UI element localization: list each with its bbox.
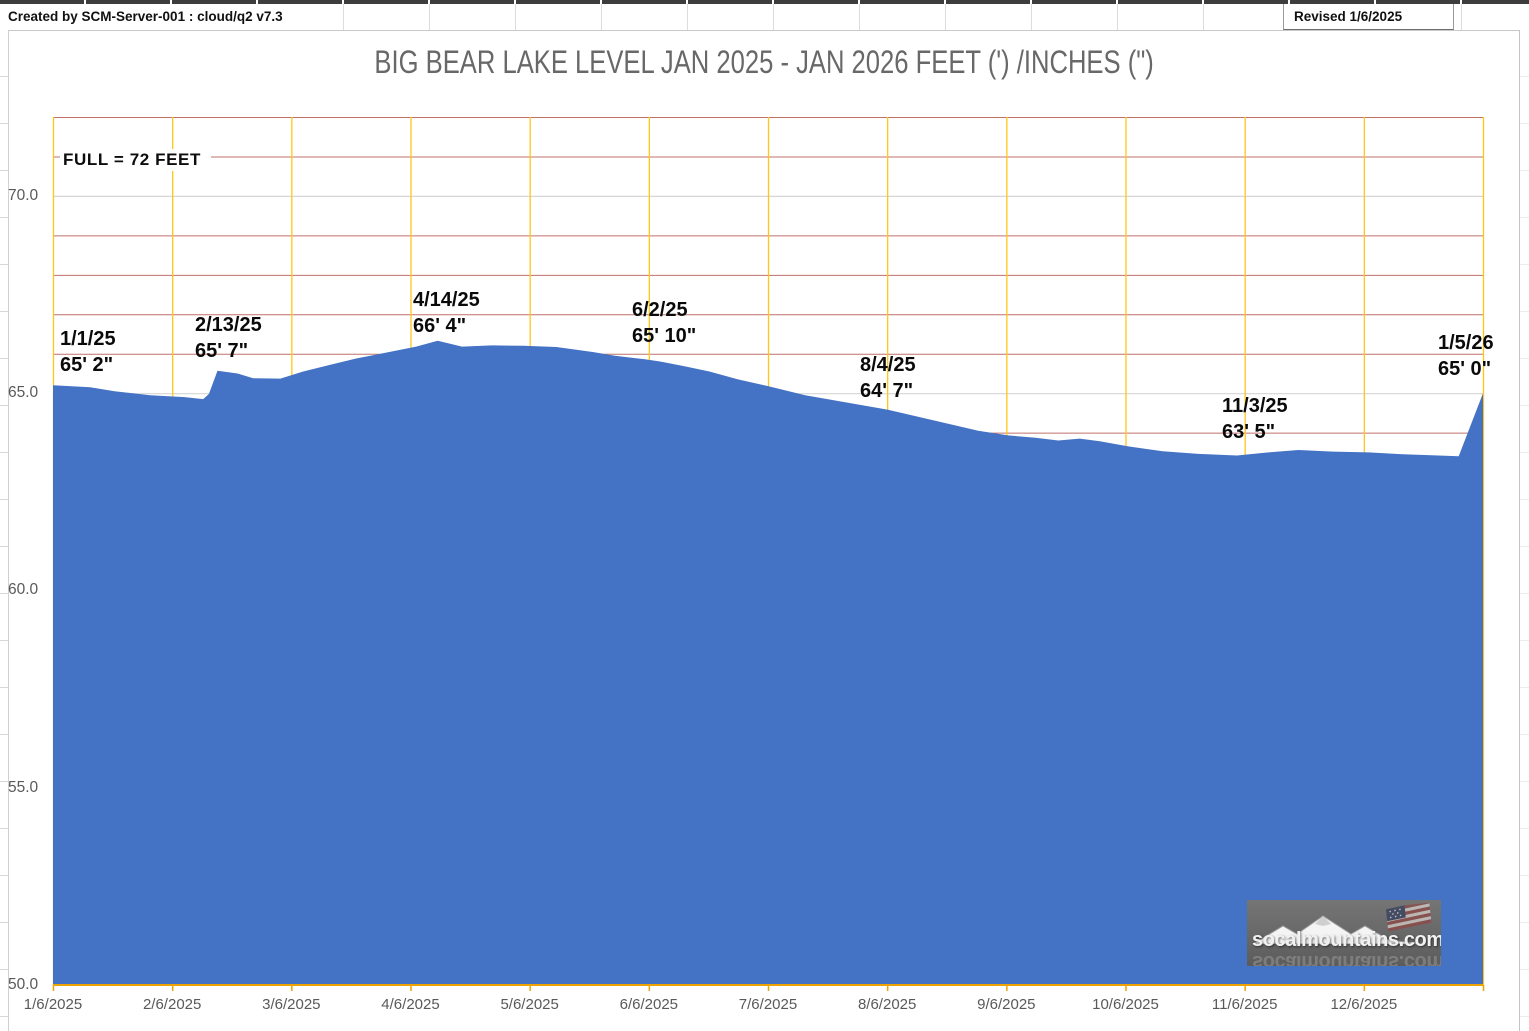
logo-text-reflection: socalmountains.com	[1252, 951, 1441, 966]
x-axis-label-12-6-2025: 12/6/2025	[1330, 996, 1398, 1013]
lake-level-area-chart	[52, 117, 1485, 991]
sheet-header-row: Created by SCM-Server-001 : cloud/q2 v7.…	[0, 4, 1529, 31]
full-level-label: FULL = 72 FEET	[60, 149, 211, 171]
x-axis-label-5-6-2025: 5/6/2025	[500, 996, 559, 1013]
annotation-date: 1/1/25	[60, 328, 116, 350]
y-axis-label-50.0: 50.0	[8, 976, 39, 993]
annotation-level: 65' 0"	[1438, 358, 1492, 380]
sheet-gridlines-left	[0, 30, 9, 1031]
socalmountains-logo: socalmountains.com socalmountains.com	[1247, 900, 1441, 966]
x-axis-label-9-6-2025: 9/6/2025	[977, 996, 1036, 1013]
lake-level-series-area	[53, 340, 1483, 985]
annotation-date: 1/5/26	[1438, 332, 1494, 354]
annotation-date: 8/4/25	[860, 354, 916, 376]
chart-title: BIG BEAR LAKE LEVEL JAN 2025 - JAN 2026 …	[374, 44, 1155, 80]
annotation-4-14-25: 4/14/25 66' 4"	[413, 287, 480, 339]
annotation-1-1-25: 1/1/25 65' 2"	[60, 326, 116, 378]
x-axis-label-11-6-2025: 11/6/2025	[1211, 996, 1278, 1013]
annotation-level: 65' 10"	[632, 325, 697, 347]
y-axis-label-60.0: 60.0	[8, 581, 39, 599]
annotation-level: 66' 4"	[413, 315, 467, 337]
annotation-1-5-26: 1/5/26 65' 0"	[1438, 330, 1494, 382]
logo-text: socalmountains.com	[1252, 929, 1441, 951]
x-axis-label-10-6-2025: 10/6/2025	[1092, 996, 1159, 1013]
mountains-icon	[1253, 915, 1423, 944]
x-axis-label-7-6-2025: 7/6/2025	[738, 996, 798, 1013]
annotation-11-3-25: 11/3/25 63' 5"	[1222, 393, 1288, 445]
y-axis-label-65.0: 65.0	[8, 384, 39, 402]
x-axis-label-6-6-2025: 6/6/2025	[619, 996, 679, 1013]
y-axis-label-55.0: 55.0	[8, 778, 39, 796]
annotation-date: 11/3/25	[1222, 395, 1288, 417]
annotation-level: 63' 5"	[1222, 421, 1276, 443]
x-axis-label-2-6-2025: 2/6/2025	[142, 996, 202, 1013]
annotation-date: 6/2/25	[632, 299, 688, 321]
created-by-cell: Created by SCM-Server-001 : cloud/q2 v7.…	[0, 4, 297, 30]
annotation-level: 65' 7"	[195, 340, 249, 362]
plot-area	[52, 117, 1485, 991]
annotation-date: 4/14/25	[413, 289, 480, 311]
annotation-level: 65' 2"	[60, 354, 114, 376]
annotation-2-13-25: 2/13/25 65' 7"	[195, 312, 262, 364]
revised-date-cell: Revised 1/6/2025	[1283, 4, 1454, 30]
annotation-date: 2/13/25	[195, 314, 262, 336]
us-flag-icon	[1385, 902, 1432, 932]
annotation-6-2-25: 6/2/25 65' 10"	[632, 297, 696, 349]
x-axis-label-8-6-2025: 8/6/2025	[857, 996, 917, 1013]
annotation-level: 64' 7"	[860, 380, 914, 402]
sheet-column-header-strip	[0, 0, 1529, 4]
sheet-gridlines-right	[1519, 30, 1529, 1031]
x-axis-label-3-6-2025: 3/6/2025	[262, 996, 321, 1013]
x-axis-label-1-6-2025: 1/6/2025	[23, 996, 83, 1013]
x-axis-label-4-6-2025: 4/6/2025	[381, 996, 440, 1013]
y-axis-label-70.0: 70.0	[8, 186, 39, 204]
annotation-8-4-25: 8/4/25 64' 7"	[860, 352, 916, 404]
